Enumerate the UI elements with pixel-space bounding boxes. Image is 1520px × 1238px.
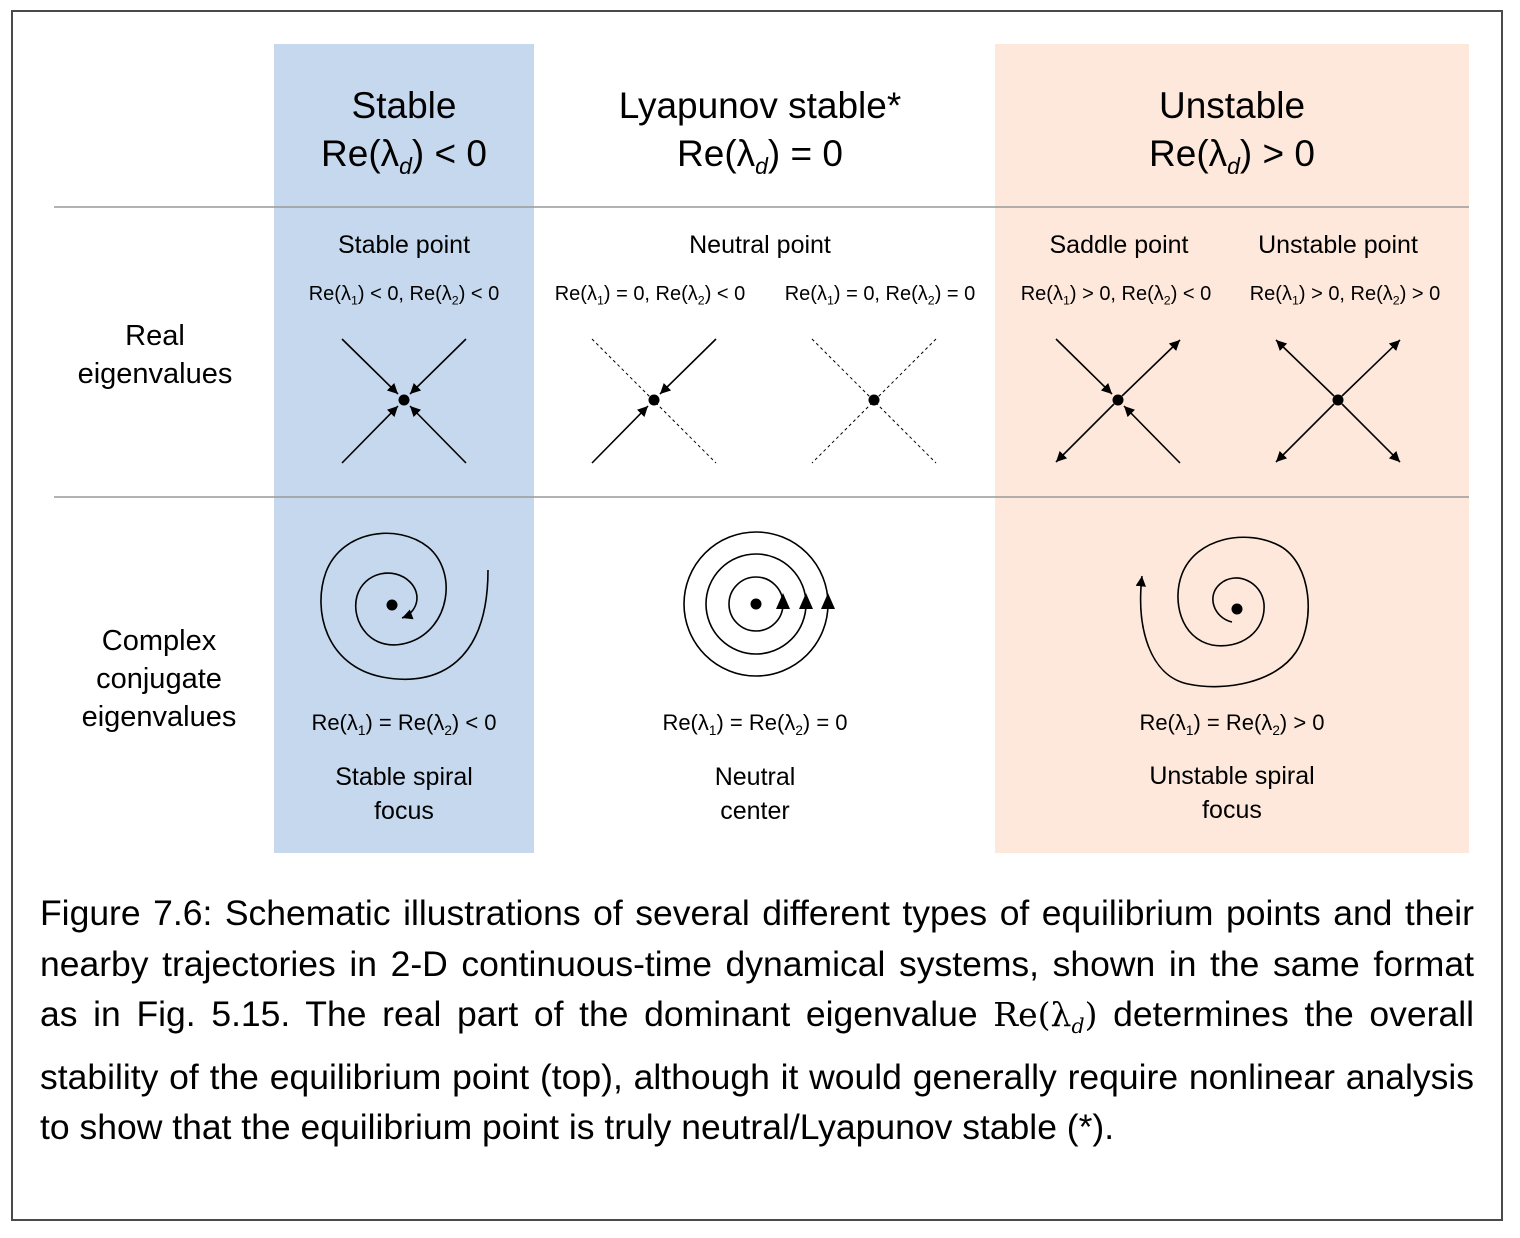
neutral-point-a-condition: Re(λ1) = 0, Re(λ2) < 0 (554, 283, 746, 308)
unstable-column-header: Unstable Re(λd) > 0 (995, 82, 1469, 190)
stable-point-condition: Re(λ1) < 0, Re(λ2) < 0 (308, 283, 500, 308)
neutral-point-a-portrait (591, 338, 717, 464)
lyapunov-condition: Re(λd) = 0 (677, 133, 843, 180)
phase-portrait-diagram (54, 44, 1469, 853)
neutral-center-portrait (683, 531, 835, 677)
neutral-point-b-portrait (811, 338, 937, 464)
stable-spiral-name: Stable spiral focus (335, 763, 473, 825)
equilibrium-dot (648, 394, 660, 406)
neutral-center-condition: Re(λ1) = Re(λ2) = 0 (662, 710, 848, 738)
neutral-center-name: Neutral center (714, 763, 796, 825)
unstable-node-portrait (1275, 339, 1401, 463)
lyapunov-column-header: Lyapunov stable* Re(λd) = 0 (560, 82, 960, 190)
stable-point-label: Stable point (337, 231, 471, 259)
lyapunov-title: Lyapunov stable* (618, 85, 902, 126)
figure-frame (11, 10, 1503, 1221)
saddle-point-portrait (1055, 338, 1181, 464)
equilibrium-dot (1112, 394, 1124, 406)
stable-node-portrait (341, 338, 467, 464)
stable-condition: Re(λd) < 0 (321, 133, 487, 180)
equilibrium-dot (1231, 603, 1243, 615)
unstable-condition: Re(λd) > 0 (1149, 133, 1315, 180)
unstable-title: Unstable (1158, 85, 1306, 126)
equilibrium-dot (1332, 394, 1344, 406)
equilibrium-dot (750, 598, 762, 610)
equilibrium-dot (386, 599, 398, 611)
unstable-point-condition: Re(λ1) > 0, Re(λ2) > 0 (1249, 283, 1441, 308)
unstable-column-background (995, 44, 1469, 853)
stable-column-background (274, 44, 534, 853)
stable-spiral-portrait (320, 532, 489, 681)
row-label-real: Real eigenvalues (77, 320, 233, 390)
unstable-spiral-name: Unstable spiral focus (1149, 762, 1315, 824)
stable-column-header: Stable Re(λd) < 0 (274, 82, 534, 190)
figure-caption: Figure 7.6: Schematic illustrations of s… (40, 893, 1474, 1148)
equilibrium-dot (868, 394, 880, 406)
stable-spiral-condition: Re(λ1) = Re(λ2) < 0 (311, 710, 497, 738)
unstable-spiral-condition: Re(λ1) = Re(λ2) > 0 (1139, 710, 1325, 738)
row-label-complex: Complex conjugate eigenvalues (81, 625, 237, 733)
neutral-point-label: Neutral point (689, 231, 831, 259)
equilibrium-dot (398, 394, 410, 406)
stable-title: Stable (351, 85, 457, 126)
dominant-eigenvalue-math: Re(λd) (993, 995, 1098, 1039)
saddle-point-condition: Re(λ1) > 0, Re(λ2) < 0 (1020, 283, 1212, 308)
unstable-spiral-portrait (1135, 536, 1310, 688)
unstable-point-label: Unstable point (1258, 231, 1418, 259)
neutral-point-b-condition: Re(λ1) = 0, Re(λ2) = 0 (784, 283, 976, 308)
saddle-point-label: Saddle point (1049, 231, 1189, 259)
